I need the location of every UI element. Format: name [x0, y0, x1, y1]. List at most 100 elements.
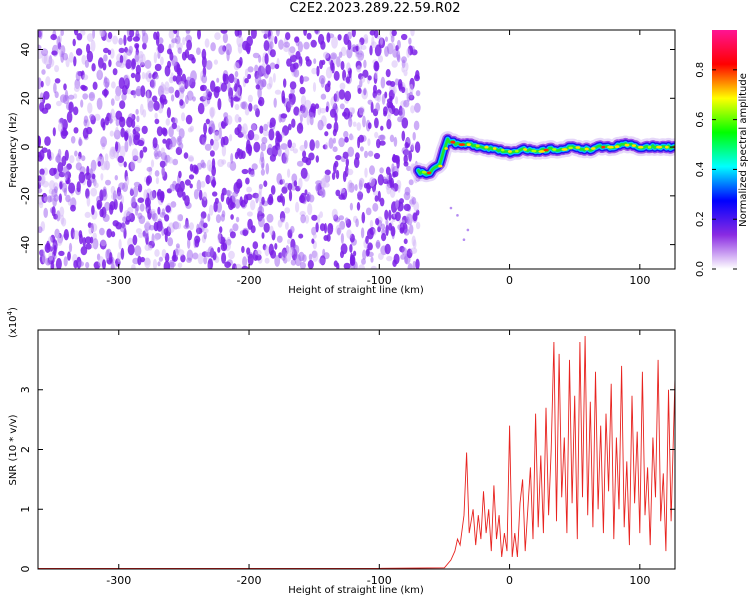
noise-cell — [236, 148, 241, 157]
noise-cell — [345, 158, 349, 167]
noise-cell — [161, 166, 165, 177]
noise-cell — [187, 230, 193, 241]
noise-cell — [213, 86, 220, 99]
noise-cell — [178, 81, 186, 89]
ridge-peak — [568, 146, 573, 150]
noise-cell — [156, 191, 161, 197]
noise-cell — [146, 175, 152, 185]
noise-cell — [78, 230, 83, 239]
noise-cell — [389, 81, 396, 87]
noise-cell — [175, 243, 180, 249]
noise-cell — [84, 211, 91, 218]
noise-cell — [266, 83, 272, 90]
noise-cell — [300, 214, 306, 224]
noise-cell — [380, 76, 386, 89]
noise-cell — [88, 91, 96, 102]
noise-cell — [91, 205, 95, 216]
ridge-peak — [531, 149, 537, 153]
noise-cell — [315, 183, 320, 194]
noise-cell — [200, 85, 205, 92]
noise-cell — [289, 54, 297, 63]
noise-cell — [367, 122, 372, 130]
noise-cell — [109, 130, 114, 137]
noise-cell — [353, 250, 357, 257]
noise-cell — [384, 209, 389, 220]
noise-cell — [230, 96, 234, 108]
noise-cell — [135, 88, 142, 97]
stray-cell — [449, 206, 453, 210]
noise-cell — [358, 178, 365, 184]
noise-cell — [210, 42, 216, 52]
noise-cell — [248, 102, 253, 112]
noise-cell — [118, 37, 123, 46]
noise-cell — [207, 213, 211, 222]
noise-cell — [365, 235, 369, 244]
noise-cell — [373, 30, 379, 39]
noise-cell — [217, 246, 221, 253]
noise-cell — [261, 30, 266, 34]
noise-cell — [218, 45, 226, 55]
noise-cell — [378, 55, 383, 63]
noise-cell — [319, 59, 323, 70]
noise-cell — [156, 126, 163, 137]
noise-cell — [213, 59, 218, 65]
noise-cell — [286, 101, 293, 108]
noise-cell — [83, 115, 89, 124]
noise-cell — [342, 151, 349, 159]
noise-cell — [160, 147, 165, 155]
noise-cell — [290, 225, 295, 234]
noise-cell — [155, 35, 160, 46]
noise-cell — [250, 123, 257, 131]
colorbar: 0.0 0.2 0.4 0.6 0.8 Normalized spectral ampli… — [695, 30, 749, 277]
noise-cell — [91, 63, 96, 72]
noise-cell — [150, 78, 156, 89]
noise-cell — [68, 52, 74, 63]
noise-cell — [118, 77, 125, 89]
noise-cell — [307, 203, 313, 216]
noise-cell — [192, 96, 196, 102]
noise-cell — [202, 92, 208, 101]
noise-cell — [150, 159, 155, 168]
ridge-peak — [523, 148, 528, 151]
noise-cell — [244, 107, 250, 116]
noise-cell — [326, 32, 331, 43]
noise-cell — [200, 181, 206, 188]
noise-cell — [217, 231, 222, 244]
noise-cell — [141, 30, 146, 37]
noise-cell — [212, 191, 218, 197]
noise-cell — [165, 205, 171, 213]
noise-cell — [149, 208, 156, 214]
noise-cell — [51, 50, 58, 56]
noise-cell — [134, 206, 139, 216]
noise-cell — [168, 126, 174, 138]
noise-cell — [73, 30, 79, 36]
noise-cell — [343, 130, 349, 139]
noise-cell — [384, 243, 391, 255]
noise-cell — [165, 118, 170, 126]
noise-cell — [263, 123, 268, 131]
ridge-peak — [538, 150, 545, 153]
noise-cell — [84, 59, 89, 68]
noise-cell — [226, 115, 233, 125]
noise-cell — [319, 223, 326, 232]
noise-cell — [358, 134, 365, 143]
noise-cell — [403, 191, 411, 201]
noise-cell — [52, 197, 57, 207]
noise-cell — [247, 66, 254, 73]
noise-cell — [245, 177, 250, 185]
noise-cell — [380, 125, 384, 131]
noise-cell — [241, 168, 249, 175]
noise-cell — [122, 216, 128, 223]
noise-cell — [169, 261, 176, 268]
noise-cell — [119, 100, 126, 110]
noise-cell — [229, 134, 233, 142]
noise-cell — [60, 30, 64, 36]
noise-cell — [186, 79, 190, 88]
noise-cell — [43, 207, 48, 218]
noise-cell — [380, 37, 383, 45]
noise-cell — [142, 42, 147, 50]
noise-cell — [157, 150, 162, 158]
noise-cell — [197, 102, 205, 115]
noise-cell — [372, 202, 379, 212]
noise-cell — [137, 255, 142, 266]
